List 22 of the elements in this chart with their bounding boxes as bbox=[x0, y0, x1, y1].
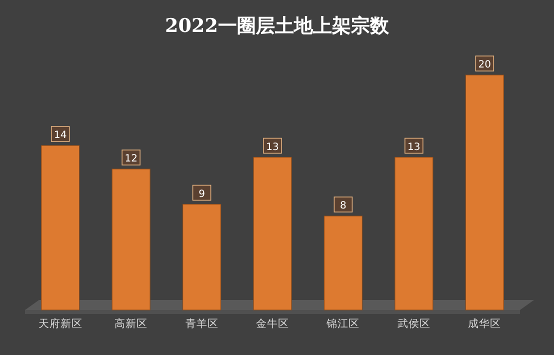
bar bbox=[41, 145, 80, 310]
data-label: 9 bbox=[198, 188, 205, 200]
bar bbox=[394, 156, 434, 310]
x-tick-label: 天府新区 bbox=[38, 317, 82, 330]
x-tick-label: 金牛区 bbox=[256, 317, 289, 330]
bar bbox=[112, 168, 150, 310]
x-tick-label: 武侯区 bbox=[397, 317, 430, 330]
bar bbox=[253, 156, 292, 310]
x-tick-label: 成华区 bbox=[468, 317, 502, 330]
data-label: 13 bbox=[266, 142, 279, 153]
x-tick-label: 高新区 bbox=[114, 317, 148, 330]
bar bbox=[324, 216, 363, 310]
data-label: 12 bbox=[124, 154, 138, 164]
data-label: 13 bbox=[408, 142, 420, 153]
data-label: 20 bbox=[478, 60, 492, 70]
data-label: 8 bbox=[340, 200, 346, 212]
data-label: 14 bbox=[54, 130, 67, 141]
chart-title: 2022一圈层土地上架宗数 bbox=[165, 15, 390, 37]
bar bbox=[465, 74, 504, 310]
bar bbox=[182, 204, 222, 310]
x-tick-label: 锦江区 bbox=[326, 318, 360, 330]
x-tick-label: 青羊区 bbox=[185, 317, 218, 330]
